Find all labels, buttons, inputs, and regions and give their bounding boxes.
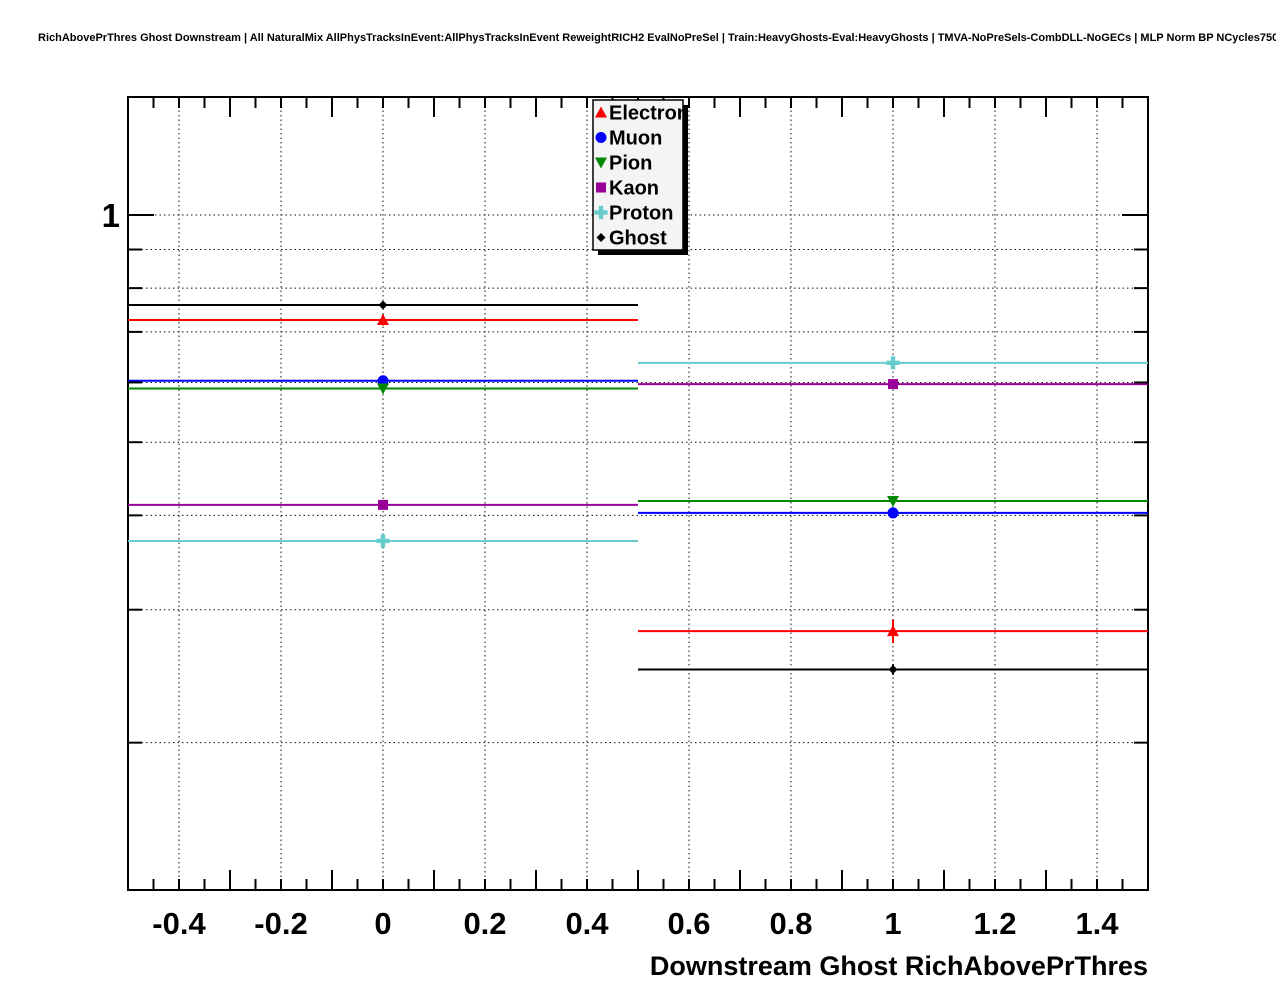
series-pion-marker [377,383,389,395]
x-tick-label: 0.6 [667,906,710,941]
y-tick-label: 1 [102,197,120,234]
legend-marker-muon [595,132,607,143]
legend-marker-kaon [596,182,606,193]
series-pion-marker [887,495,899,507]
legend-marker-pion [595,157,607,169]
x-tick-label: 0.2 [463,906,506,941]
x-axis-title: Downstream Ghost RichAbovePrThres [650,951,1148,981]
x-tick-label: -0.2 [254,906,307,941]
x-tick-label: -0.4 [152,906,206,941]
legend-label-ghost: Ghost [609,228,667,250]
legend-label-pion: Pion [609,153,652,175]
legend-marker-ghost [596,233,606,242]
series-muon-marker [887,507,899,519]
series-kaon-marker [888,379,898,390]
legend-label-proton: Proton [609,203,673,225]
x-tick-label: 0.8 [769,906,812,941]
legend-marker-proton [594,205,608,220]
plot-title: RichAbovePrThres Ghost Downstream | All … [38,32,1276,44]
x-tick-label: 0 [374,906,391,941]
series-electron-marker [887,625,899,637]
x-tick-label: 1.2 [973,906,1016,941]
series-electron-marker [377,313,389,325]
legend-box [592,99,684,251]
series-proton-marker [886,356,900,370]
legend-marker-electron [595,106,607,118]
x-tick-label: 1.4 [1075,906,1119,941]
x-tick-label: 0.4 [565,906,609,941]
legend-label-kaon: Kaon [609,178,659,200]
legend-label-electron: Electron [609,103,689,125]
x-tick-label: 1 [884,906,901,941]
series-kaon-marker [378,499,388,510]
series-ghost-marker [378,300,388,310]
series-proton-marker [376,534,390,548]
legend-label-muon: Muon [609,128,662,150]
series-ghost-marker [888,664,898,674]
